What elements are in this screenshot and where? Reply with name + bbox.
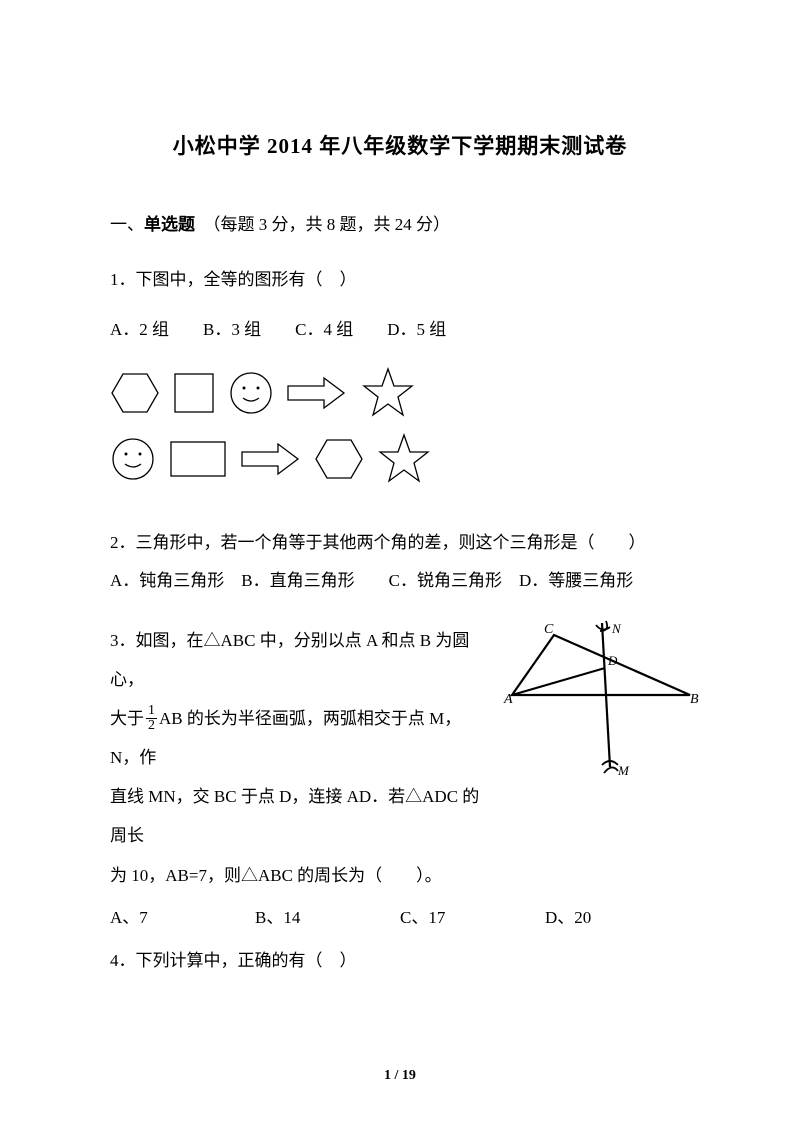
page-title: 小松中学 2014 年八年级数学下学期期末测试卷 [110, 130, 690, 160]
square-icon [172, 371, 216, 415]
section-name: 单选题 [144, 215, 195, 234]
svg-text:B: B [690, 692, 699, 707]
q3-opt-b: B、14 [255, 903, 400, 928]
rectangle-icon [168, 439, 228, 479]
shape-row-1 [110, 366, 690, 420]
star-icon [376, 432, 432, 486]
svg-text:N: N [611, 621, 622, 636]
q2-options: A．钝角三角形 B．直角三角形 C．锐角三角形 D．等腰三角形 [110, 566, 690, 591]
hexagon-icon [110, 370, 160, 416]
q3-options: A、7 B、14 C、17 D、20 [110, 903, 690, 928]
q3-opt-c: C、17 [400, 903, 545, 928]
q3-opt-a: A、7 [110, 903, 255, 928]
page-number: 1 / 19 [0, 1068, 800, 1084]
svg-text:M: M [617, 763, 630, 778]
q3-block: 3．如图，在△ABC 中，分别以点 A 和点 B 为圆心， 大于12AB 的长为… [110, 621, 690, 895]
q3-figure: A B C D N M [500, 617, 700, 792]
smiley-icon [110, 436, 156, 482]
svg-text:D: D [607, 653, 618, 668]
q1-options: A．2 组 B．3 组 C．4 组 D．5 组 [110, 315, 690, 340]
q2-text: 2．三角形中，若一个角等于其他两个角的差，则这个三角形是（ ） [110, 526, 690, 560]
q4-text: 4．下列计算中，正确的有（ ） [110, 944, 690, 978]
section-suffix: （每题 3 分，共 8 题，共 24 分） [195, 215, 450, 234]
q1-figures [110, 366, 690, 486]
smiley-icon [228, 370, 274, 416]
svg-text:A: A [503, 692, 513, 707]
hexagon-icon [314, 436, 364, 482]
q3-line1: 3．如图，在△ABC 中，分别以点 A 和点 B 为圆心， [110, 631, 469, 689]
section-1-heading: 一、单选题 （每题 3 分，共 8 题，共 24 分） [110, 210, 690, 235]
svg-text:C: C [544, 622, 554, 637]
q1-text: 1．下图中，全等的图形有（ ） [110, 263, 690, 297]
arrow-icon [286, 375, 348, 411]
q3-line3: 直线 MN，交 BC 于点 D，连接 AD．若△ADC 的周长 [110, 787, 479, 845]
shape-row-2 [110, 432, 690, 486]
exam-page: 小松中学 2014 年八年级数学下学期期末测试卷 一、单选题 （每题 3 分，共… [0, 0, 800, 978]
star-icon [360, 366, 416, 420]
q3-text: 3．如图，在△ABC 中，分别以点 A 和点 B 为圆心， 大于12AB 的长为… [110, 621, 490, 895]
fraction-half: 12 [146, 704, 157, 733]
arrow-icon [240, 441, 302, 477]
section-prefix: 一、 [110, 215, 144, 234]
q3-opt-d: D、20 [545, 903, 690, 928]
q3-line2-post: AB 的长为半径画弧，两弧相交于点 M，N，作 [110, 709, 461, 767]
q3-line2-pre: 大于 [110, 709, 144, 728]
q3-line4: 为 10，AB=7，则△ABC 的周长为（ ）。 [110, 866, 442, 885]
